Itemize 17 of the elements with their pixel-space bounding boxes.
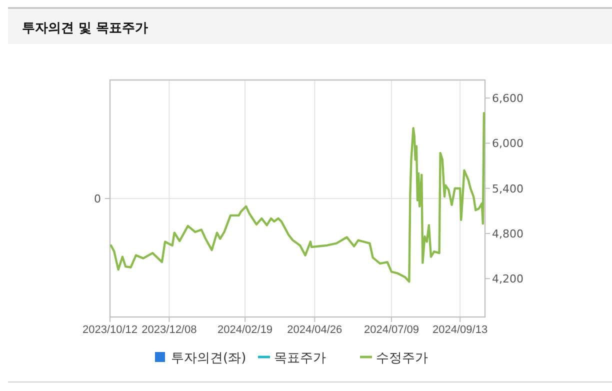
chart-title: 투자의견 및 목표주가 <box>22 21 148 36</box>
text: 0 <box>94 192 101 206</box>
y2-tick-label: 4,200 <box>492 272 524 286</box>
x-tick-label: 2023/12/08 <box>142 324 197 336</box>
x-tick-label: 2024/02/19 <box>218 324 273 336</box>
legend-label: 투자의견(좌) <box>171 351 246 366</box>
x-tick-label: 2024/04/26 <box>287 324 342 336</box>
legend-label: 수정주가 <box>376 351 428 366</box>
x-tick-label: 2023/10/12 <box>82 324 138 336</box>
y2-tick-label: 5,400 <box>492 182 524 196</box>
line-series <box>110 112 486 283</box>
y2-tick-label: 6,600 <box>492 92 524 106</box>
x-tick-label: 2024/07/09 <box>364 324 420 336</box>
y2-tick-label: 6,000 <box>492 137 524 150</box>
y2-tick-label: 4,800 <box>492 227 524 240</box>
x-tick-label: 2024/09/13 <box>432 324 488 336</box>
legend-label: 목표주가 <box>274 351 326 366</box>
